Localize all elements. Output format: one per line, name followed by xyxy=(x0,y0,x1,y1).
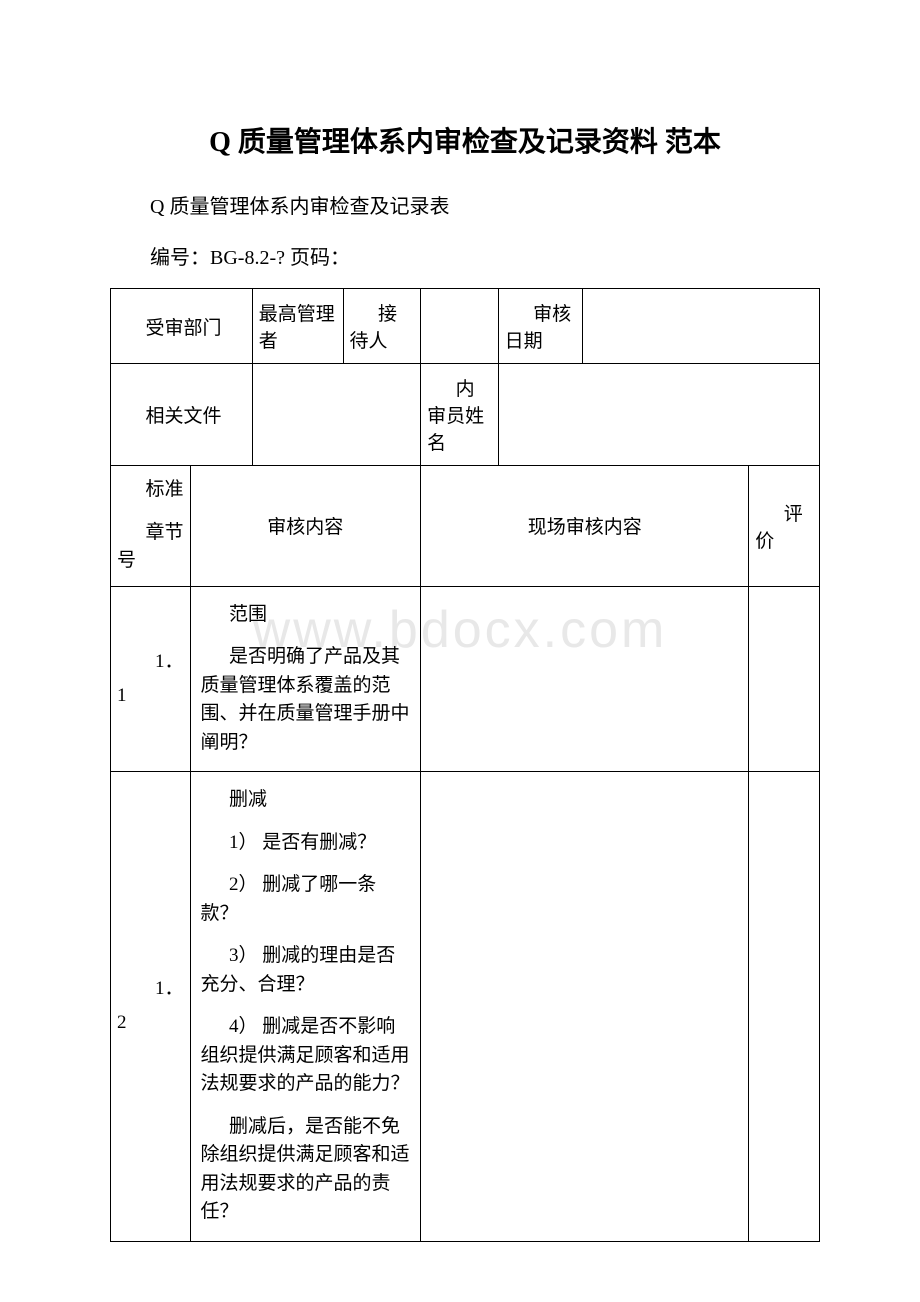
content-item: 2） 删减了哪一条款？ xyxy=(201,871,411,928)
content-item: 删减后，是否能不免除组织提供满足顾客和适用法规要求的产品的责任？ xyxy=(201,1113,411,1227)
cell-related-docs: 相关文件 xyxy=(111,364,253,466)
content-title: 范围 xyxy=(201,601,411,630)
content-body: 是否明确了产品及其质量管理体系覆盖的范围、并在质量管理手册中阐明？ xyxy=(201,643,411,757)
cell-onsite-content xyxy=(421,772,749,1242)
section-label-line1: 标准 xyxy=(117,476,184,505)
cell-section-num: 1．1 xyxy=(111,586,191,772)
document-subtitle: Q 质量管理体系内审检查及记录表 xyxy=(110,190,820,219)
cell-section-num: 1．2 xyxy=(111,772,191,1242)
cell-onsite-content-header: 现场审核内容 xyxy=(421,466,749,587)
table-row: 1．2 删减 1） 是否有删减？ 2） 删减了哪一条款？ 3） 删减的理由是否充… xyxy=(111,772,820,1242)
cell-blank xyxy=(421,289,499,364)
cell-evaluation-header: 评价 xyxy=(749,466,820,587)
table-row: 标准 章节号 审核内容 现场审核内容 评价 xyxy=(111,466,820,587)
content-title: 删减 xyxy=(201,786,411,815)
audit-table-wrapper: 受审部门 最高管理者 接待人 审核日期 相关文件 内审员姓名 标准 章节号 审核… xyxy=(110,288,820,1242)
table-row: 相关文件 内审员姓名 xyxy=(111,364,820,466)
content-item: 4） 删减是否不影响组织提供满足顾客和适用法规要求的产品的能力？ xyxy=(201,1013,411,1099)
content-item: 1） 是否有删减？ xyxy=(201,829,411,858)
cell-audit-date: 审核日期 xyxy=(498,289,583,364)
document-number: 编号：BG-8.2-? 页码： xyxy=(110,241,820,270)
cell-section-label: 标准 章节号 xyxy=(111,466,191,587)
cell-audit-content: 范围 是否明确了产品及其质量管理体系覆盖的范围、并在质量管理手册中阐明？ xyxy=(190,586,421,772)
section-label-line2: 章节号 xyxy=(117,519,184,576)
cell-receiver: 接待人 xyxy=(343,289,421,364)
cell-evaluation xyxy=(749,772,820,1242)
table-row: 受审部门 最高管理者 接待人 审核日期 xyxy=(111,289,820,364)
audit-table: 受审部门 最高管理者 接待人 审核日期 相关文件 内审员姓名 标准 章节号 审核… xyxy=(110,288,820,1242)
table-row: 1．1 范围 是否明确了产品及其质量管理体系覆盖的范围、并在质量管理手册中阐明？ xyxy=(111,586,820,772)
content-item: 3） 删减的理由是否充分、合理？ xyxy=(201,942,411,999)
cell-audit-content: 删减 1） 是否有删减？ 2） 删减了哪一条款？ 3） 删减的理由是否充分、合理… xyxy=(190,772,421,1242)
cell-onsite-content xyxy=(421,586,749,772)
document-title: Q 质量管理体系内审检查及记录资料 范本 xyxy=(110,120,820,160)
cell-blank xyxy=(498,364,819,466)
cell-auditor-name: 内审员姓名 xyxy=(421,364,499,466)
cell-top-manager: 最高管理者 xyxy=(252,289,343,364)
cell-blank xyxy=(583,289,820,364)
cell-blank xyxy=(252,364,420,466)
cell-audit-content-header: 审核内容 xyxy=(190,466,421,587)
cell-dept-audited: 受审部门 xyxy=(111,289,253,364)
cell-evaluation xyxy=(749,586,820,772)
